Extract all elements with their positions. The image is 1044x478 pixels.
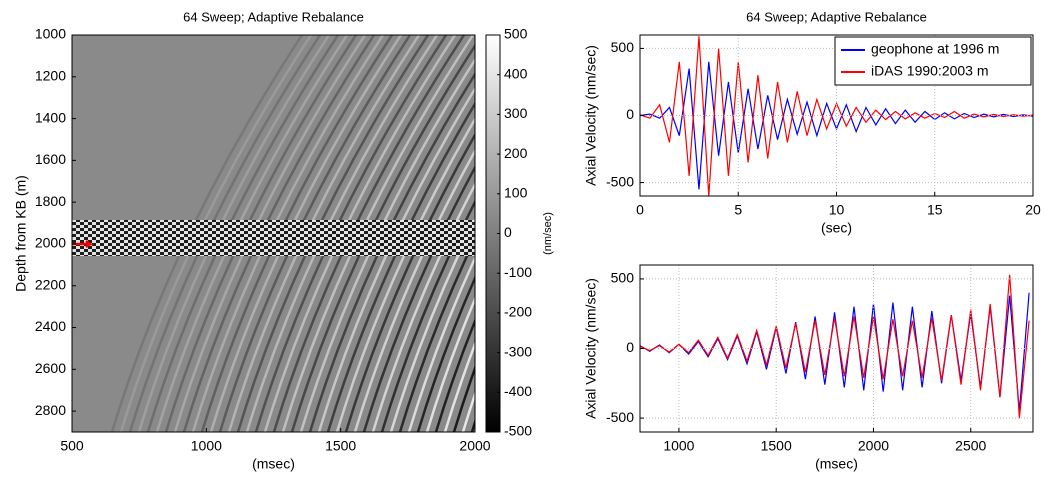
colorbar-tick-label: -300: [504, 343, 532, 359]
wave-stripe: [443, 340, 475, 432]
y-tick-label: 1400: [35, 109, 66, 125]
colorbar-tick-label: -200: [504, 304, 532, 320]
x-axis-label: (msec): [252, 456, 295, 472]
x-tick-label: 1500: [325, 438, 356, 454]
panel: [72, 35, 824, 432]
depth-marker: [72, 240, 94, 248]
x-tick-label: 1000: [663, 438, 694, 454]
wave-stripe: [416, 275, 475, 432]
colorbar-label: (nm/sec): [542, 212, 554, 255]
y-tick-label: 2200: [35, 276, 66, 292]
wave-stripe: [535, 35, 725, 432]
plot-frame: [639, 264, 1034, 433]
wave-stripe: [589, 35, 779, 432]
colorbar-tick-label: -500: [504, 423, 532, 439]
x-tick-label: 15: [927, 202, 943, 218]
y-tick-label: 2600: [35, 360, 66, 376]
y-tick-label: 2400: [35, 318, 66, 334]
wave-stripe: [571, 35, 761, 432]
y-axis-label: Depth from KB (m): [13, 175, 29, 292]
x-tick-label: 10: [829, 202, 845, 218]
x-tick-label: 2000: [858, 438, 889, 454]
chart-title: 64 Sweep; Adaptive Rebalance: [183, 9, 364, 24]
legend-label: geophone at 1996 m: [871, 41, 999, 57]
wave-stripe: [553, 35, 743, 432]
wave-stripe: [407, 255, 475, 432]
y-tick-label: 0: [626, 339, 634, 355]
y-tick-label: 1000: [35, 26, 66, 42]
y-tick-label: 500: [611, 270, 635, 286]
legend-label: iDAS 1990:2003 m: [871, 63, 989, 79]
y-tick-label: -500: [606, 409, 634, 425]
wave-stripe: [544, 35, 734, 432]
colorbar-tick-label: -100: [504, 264, 532, 280]
x-tick-label: 500: [60, 438, 84, 454]
x-tick-label: 1000: [191, 438, 222, 454]
plot-frame: [71, 34, 476, 433]
series-line: [640, 36, 1033, 196]
x-axis-label: (msec): [815, 456, 858, 472]
x-tick-label: 20: [1025, 202, 1041, 218]
y-tick-label: 1600: [35, 151, 66, 167]
x-tick-label: 5: [734, 202, 742, 218]
x-tick-label: 2000: [459, 438, 490, 454]
series-line: [640, 274, 1030, 419]
y-tick-label: 0: [626, 106, 634, 122]
colorbar-tick-label: 400: [504, 65, 528, 81]
wave-stripe: [526, 35, 716, 432]
y-tick-label: -500: [606, 173, 634, 189]
colorbar-tick-label: -400: [504, 383, 532, 399]
x-tick-label: 0: [636, 202, 644, 218]
wave-stripe: [452, 364, 475, 432]
wave-stripe: [398, 235, 475, 432]
y-tick-label: 1800: [35, 193, 66, 209]
legend-box: [834, 36, 1032, 86]
y-tick-label: 2800: [35, 402, 66, 418]
y-tick-label: 2000: [35, 235, 66, 251]
colorbar-tick-label: 300: [504, 105, 528, 121]
x-tick-label: 1500: [761, 438, 792, 454]
wave-stripe: [616, 35, 806, 432]
wave-stripe: [598, 35, 788, 432]
plot-frame: [639, 34, 1034, 197]
colorbar-tick-label: 200: [504, 145, 528, 161]
y-tick-label: 1200: [35, 67, 66, 83]
colorbar-tick-label: 500: [504, 26, 528, 42]
colorbar-tick-label: 100: [504, 185, 528, 201]
colorbar-tick-label: 0: [504, 224, 512, 240]
y-axis-label: Axial Velocity (nm/sec): [583, 278, 599, 419]
chart-title: 64 Sweep; Adaptive Rebalance: [746, 9, 927, 24]
x-axis-label: (sec): [821, 220, 852, 236]
wave-stripe: [434, 317, 475, 432]
y-axis-label: Axial Velocity (nm/sec): [583, 45, 599, 186]
wave-stripe: [508, 35, 698, 432]
y-tick-label: 500: [611, 39, 635, 55]
x-tick-label: 2500: [955, 438, 986, 454]
wave-stripe: [634, 35, 824, 432]
panel: [640, 274, 1030, 419]
noise-band: [72, 220, 475, 256]
wave-stripe: [425, 296, 475, 432]
